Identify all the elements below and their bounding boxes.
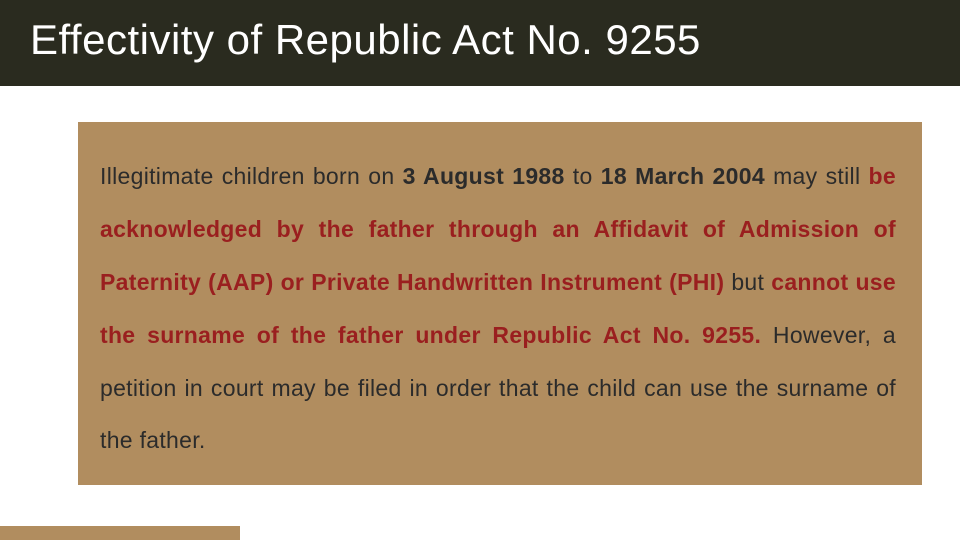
text-plain: to bbox=[565, 163, 601, 189]
content-box: Illegitimate children born on 3 August 1… bbox=[78, 122, 922, 485]
header-band: Effectivity of Republic Act No. 9255 bbox=[0, 0, 960, 86]
body-paragraph: Illegitimate children born on 3 August 1… bbox=[100, 150, 896, 467]
text-plain: Illegitimate children born on bbox=[100, 163, 403, 189]
bottom-accent-bar bbox=[0, 526, 240, 540]
text-date-end: 18 March 2004 bbox=[601, 163, 765, 189]
text-plain: but bbox=[724, 269, 771, 295]
text-plain: may still bbox=[765, 163, 869, 189]
slide-title: Effectivity of Republic Act No. 9255 bbox=[0, 16, 960, 64]
text-date-start: 3 August 1988 bbox=[403, 163, 565, 189]
